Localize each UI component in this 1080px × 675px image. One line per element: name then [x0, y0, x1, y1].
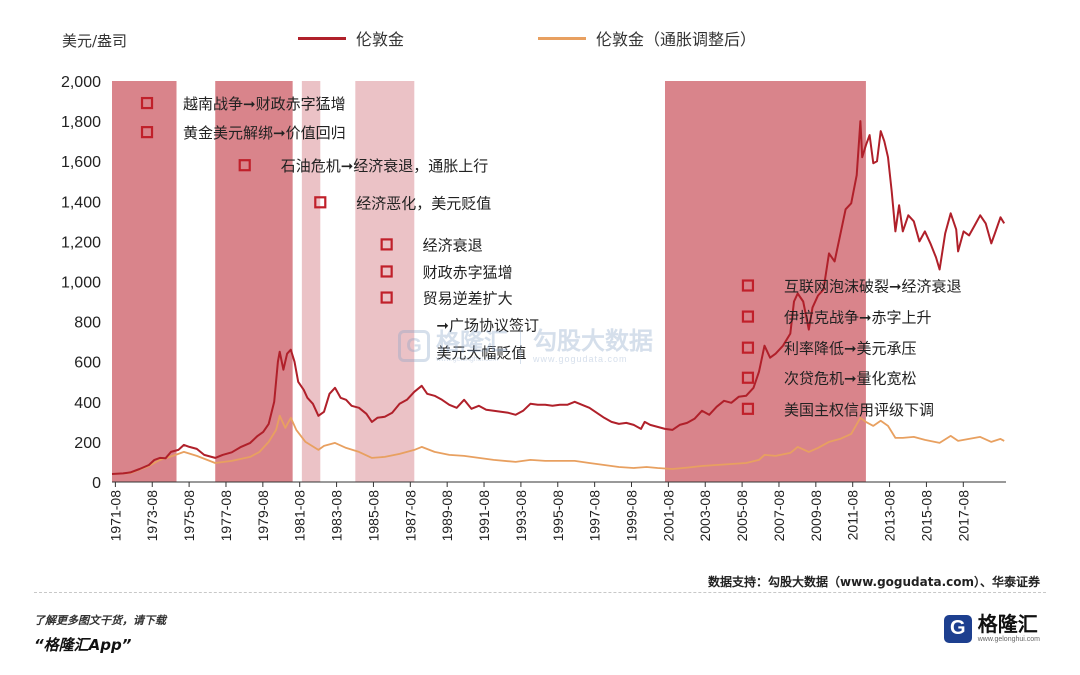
x-tick-label: 1981-08 [292, 490, 308, 542]
annotation-text-a10: 互联网泡沫破裂➞经济衰退 [784, 278, 962, 296]
y-tick-label: 800 [74, 315, 101, 332]
x-tick-label: 1979-08 [255, 490, 271, 542]
x-tick-label: 2001-08 [660, 490, 676, 542]
annotation-marker-a10 [741, 279, 755, 292]
x-tick-label: 1999-08 [624, 490, 640, 542]
series-line-nominal [111, 120, 1006, 475]
annotation-text-a1: 越南战争➞财政赤字猛增 [183, 95, 346, 113]
x-tick-label: 1985-08 [365, 490, 381, 542]
y-tick-label: 1,000 [61, 275, 101, 292]
annotation-marker-a7 [380, 291, 393, 304]
annotation-marker-a14 [741, 402, 755, 415]
y-tick-label: 1,200 [61, 234, 101, 251]
shaded-band-4 [355, 81, 415, 482]
annotation-marker-a13 [741, 371, 755, 384]
annotation-marker-a2 [140, 126, 154, 139]
y-tick-label: 1,400 [61, 194, 101, 211]
annotation-text-a7: 贸易逆差扩大 [423, 290, 513, 308]
x-tick-label: 2015-08 [918, 490, 934, 542]
shaded-band-3 [301, 81, 321, 482]
brand-logo-icon: G [943, 614, 972, 643]
annotation-text-a12: 利率降低➞美元承压 [784, 340, 917, 358]
annotation-text-a13: 次贷危机➞量化宽松 [784, 370, 917, 388]
annotation-marker-a12 [741, 341, 755, 354]
footer-app-name: “格隆汇App” [34, 636, 132, 654]
y-tick-label: 1,800 [61, 114, 101, 131]
legend-label-nominal: 伦敦金 [356, 30, 405, 49]
x-tick-label: 1983-08 [329, 490, 345, 542]
x-tick-label: 2013-08 [882, 490, 898, 542]
x-tick-label: 1987-08 [402, 490, 418, 542]
annotation-marker-a4 [314, 196, 327, 209]
legend-item-real: 伦敦金（通胀调整后） [538, 26, 756, 50]
x-tick-label: 1997-08 [587, 490, 603, 542]
chart: 0 200 400 600 800 1,000 1,200 1,400 1,600 1,800 2,… [61, 74, 1006, 541]
footer-divider [34, 592, 1046, 593]
x-tick-label: 2009-08 [808, 490, 824, 542]
legend-label-real: 伦敦金（通胀调整后） [596, 30, 757, 49]
x-tick-label: 2007-08 [771, 490, 787, 542]
series-line-real [111, 414, 1005, 475]
x-tick-label: 1975-08 [181, 490, 197, 542]
y-tick-label: 0 [92, 475, 101, 492]
data-source: 数据支持：勾股大数据（www.gogudata.com）、华泰证券 [708, 575, 1040, 589]
axes: 0 200 400 600 800 1,000 1,200 1,400 1,600 1,800 2,… [61, 74, 1006, 541]
brand-url: www.gelonghui.com [977, 636, 1040, 643]
y-tick-label: 2,000 [61, 74, 101, 91]
x-tick-label: 1973-08 [144, 490, 160, 542]
y-tick-label: 400 [74, 395, 101, 412]
annotation-text-a3: 石油危机➞经济衰退，通胀上行 [281, 157, 489, 175]
x-tick-label: 2017-08 [955, 490, 971, 542]
annotation-marker-a11 [741, 310, 755, 323]
annotation-text-a8: ➞广场协议签订 [436, 317, 539, 335]
legend-swatch-real [538, 36, 586, 40]
annotations: 越南战争➞财政赤字猛增黄金美元解绑➞价值回归石油危机➞经济衰退，通胀上行经济恶化… [140, 95, 962, 419]
y-axis-unit: 美元/盎司 [62, 32, 128, 50]
legend-item-nominal: 伦敦金 [298, 26, 404, 50]
legend-swatch-nominal [298, 36, 346, 40]
x-tick-label: 2011-08 [845, 490, 861, 541]
x-tick-label: 1971-08 [107, 490, 123, 542]
x-tick-label: 1989-08 [439, 490, 455, 542]
x-tick-label: 1991-08 [476, 490, 492, 542]
annotation-text-a2: 黄金美元解绑➞价值回归 [183, 124, 346, 142]
annotation-text-a9: 美元大幅贬值 [436, 344, 526, 362]
x-tick-label: 1993-08 [513, 490, 529, 542]
annotation-text-a6: 财政赤字猛增 [423, 263, 513, 281]
y-tick-label: 1,600 [61, 154, 101, 171]
annotation-text-a11: 伊拉克战争➞赤字上升 [784, 309, 932, 327]
shaded-band-1 [112, 81, 177, 482]
series-lines [111, 120, 1006, 475]
annotation-text-a4: 经济恶化，美元贬值 [356, 194, 491, 212]
x-tick-label: 1995-08 [550, 490, 566, 542]
y-tick-label: 600 [74, 355, 101, 372]
y-tick-label: 200 [74, 435, 101, 452]
x-tick-label: 2003-08 [697, 490, 713, 542]
shaded-bands [112, 81, 866, 482]
annotation-text-a14: 美国主权信用评级下调 [784, 401, 934, 419]
x-tick-label: 1977-08 [218, 490, 234, 542]
footer-download-hint: 了解更多图文干货，请下载 [34, 614, 166, 627]
x-tick-label: 2005-08 [734, 490, 750, 542]
annotation-marker-a6 [380, 265, 393, 278]
annotation-marker-a3 [238, 159, 251, 172]
brand-logo: G 格隆汇 www.gelonghui.com [943, 612, 1040, 643]
brand-name: 格隆汇 [977, 612, 1038, 636]
annotation-marker-a1 [140, 96, 154, 110]
annotation-marker-a5 [380, 238, 393, 251]
annotation-text-a5: 经济衰退 [423, 236, 483, 254]
